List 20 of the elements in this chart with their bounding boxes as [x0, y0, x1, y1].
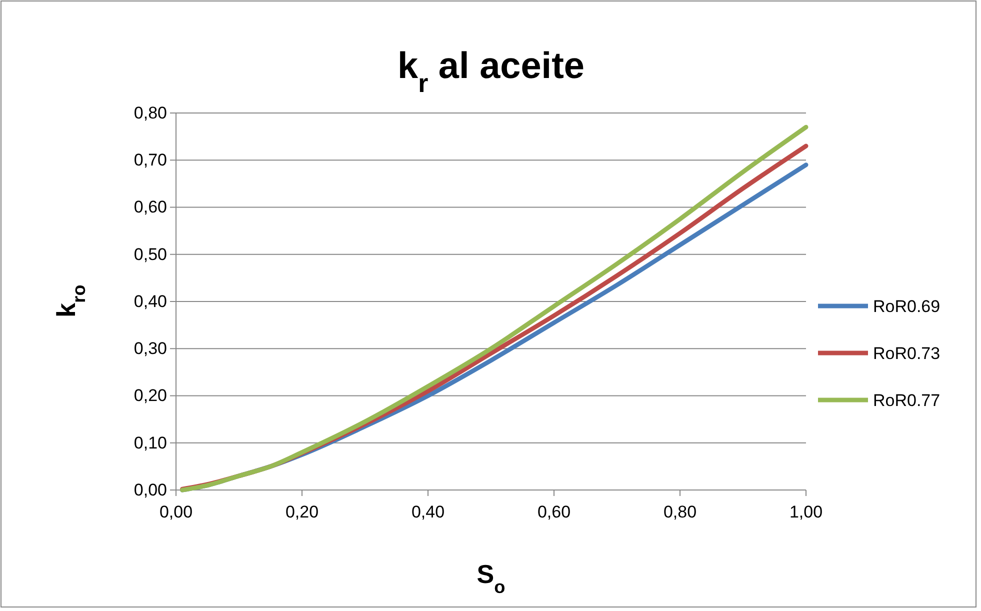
x-tick-label: 0,60 [537, 502, 571, 522]
y-tick-label: 0,00 [134, 480, 167, 500]
y-tick-label: 0,80 [134, 103, 167, 122]
legend-label: RoR0.77 [873, 391, 940, 410]
x-tick-label: 1,00 [789, 502, 823, 522]
y-tick-label: 0,60 [134, 198, 167, 217]
x-tick-label: 0,20 [285, 502, 319, 522]
legend-label: RoR0.73 [873, 344, 940, 363]
x-tick-label: 0,80 [663, 502, 697, 522]
y-tick-label: 0,20 [134, 386, 167, 406]
y-tick-label: 0,10 [134, 433, 167, 452]
x-tick-label: 0,00 [159, 502, 193, 522]
x-axis-title: S$_{o}$ [476, 559, 506, 597]
y-tick-label: 0,30 [134, 339, 167, 358]
x-tick-label: 0,40 [411, 502, 445, 522]
y-tick-label: 0,40 [134, 292, 167, 311]
y-tick-label: 0,50 [134, 244, 167, 264]
chart-title: k$_{r}$ al aceite [398, 45, 584, 98]
legend-label: RoR0.69 [873, 297, 940, 316]
y-tick-label: 0,70 [134, 150, 167, 170]
